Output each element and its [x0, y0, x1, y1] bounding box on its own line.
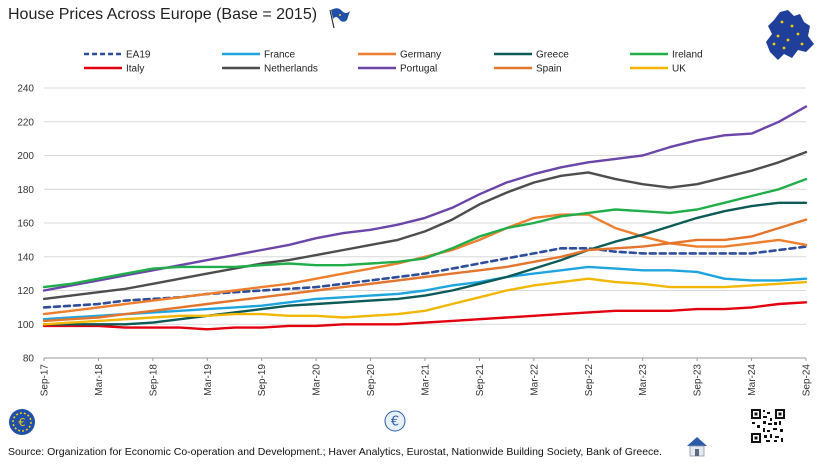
legend-label-france: France [264, 50, 296, 61]
y-tick-label: 80 [23, 354, 35, 365]
series-line-greece [42, 201, 808, 326]
x-tick-label: Mar-18 [94, 364, 105, 396]
legend-label-spain: Spain [536, 64, 562, 75]
x-tick-label: Mar-21 [421, 364, 432, 396]
chart-title: House Prices Across Europe (Base = 2015) [8, 6, 318, 23]
series-line-netherlands [42, 150, 808, 301]
legend-label-netherlands: Netherlands [264, 64, 318, 75]
svg-text:€: € [19, 416, 26, 429]
eu-map-icon [766, 10, 814, 60]
x-tick-label: Mar-22 [529, 364, 540, 396]
series-line-uk [42, 277, 808, 326]
y-tick-label: 180 [17, 185, 34, 196]
line-chart: EA19 Italy France Netherlands Germany Portuga… [17, 50, 812, 397]
house-icon [687, 437, 707, 457]
source-note: Source: Organization for Economic Co-ope… [8, 446, 663, 458]
series-line-ireland [42, 177, 808, 289]
legend-label-greece: Greece [536, 50, 569, 61]
y-tick-label: 140 [17, 252, 34, 263]
legend-label-ea19: EA19 [126, 50, 151, 61]
series-line-portugal [42, 105, 808, 292]
flag-icon [329, 8, 350, 29]
series-line-germany [42, 213, 808, 316]
x-tick-label: Sep-21 [475, 364, 486, 397]
x-tick-label: Sep-24 [802, 364, 813, 397]
x-tick-label: Sep-23 [693, 364, 704, 397]
svg-text:€: € [391, 415, 399, 430]
legend-label-italy: Italy [126, 64, 144, 75]
qr-code-icon [750, 408, 786, 444]
x-tick-label: Sep-18 [148, 364, 159, 397]
x-tick-label: Mar-24 [747, 364, 758, 396]
x-tick-label: Sep-22 [584, 364, 595, 397]
y-tick-label: 220 [17, 117, 34, 128]
y-tick-label: 200 [17, 151, 34, 162]
euro-sign-icon: € [384, 410, 406, 432]
series-group [42, 105, 808, 331]
legend-label-germany: Germany [400, 50, 441, 61]
legend: EA19 Italy France Netherlands Germany Portuga… [84, 50, 703, 75]
y-tick-label: 160 [17, 219, 34, 230]
y-tick-label: 240 [17, 84, 34, 95]
series-line-france [42, 265, 808, 321]
euro-coin-icon: € [9, 409, 35, 435]
x-tick-label: Mar-23 [638, 364, 649, 396]
series-line-spain [42, 218, 808, 323]
legend-label-uk: UK [672, 64, 686, 75]
legend-label-ireland: Ireland [672, 50, 703, 61]
x-tick-label: Sep-20 [366, 364, 377, 397]
y-tick-label: 120 [17, 286, 34, 297]
x-tick-label: Mar-20 [312, 364, 323, 396]
x-tick-label: Mar-19 [203, 364, 214, 396]
series-line-ea19 [42, 245, 808, 309]
axes: 80 100 120 140 160 180 200 220 240 Sep-17 Mar-18 Se… [17, 84, 812, 397]
x-tick-label: Sep-17 [40, 364, 51, 397]
y-tick-label: 100 [17, 320, 34, 331]
legend-label-portugal: Portugal [400, 64, 437, 75]
x-tick-label: Sep-19 [257, 364, 268, 397]
series-line-italy [42, 301, 808, 331]
